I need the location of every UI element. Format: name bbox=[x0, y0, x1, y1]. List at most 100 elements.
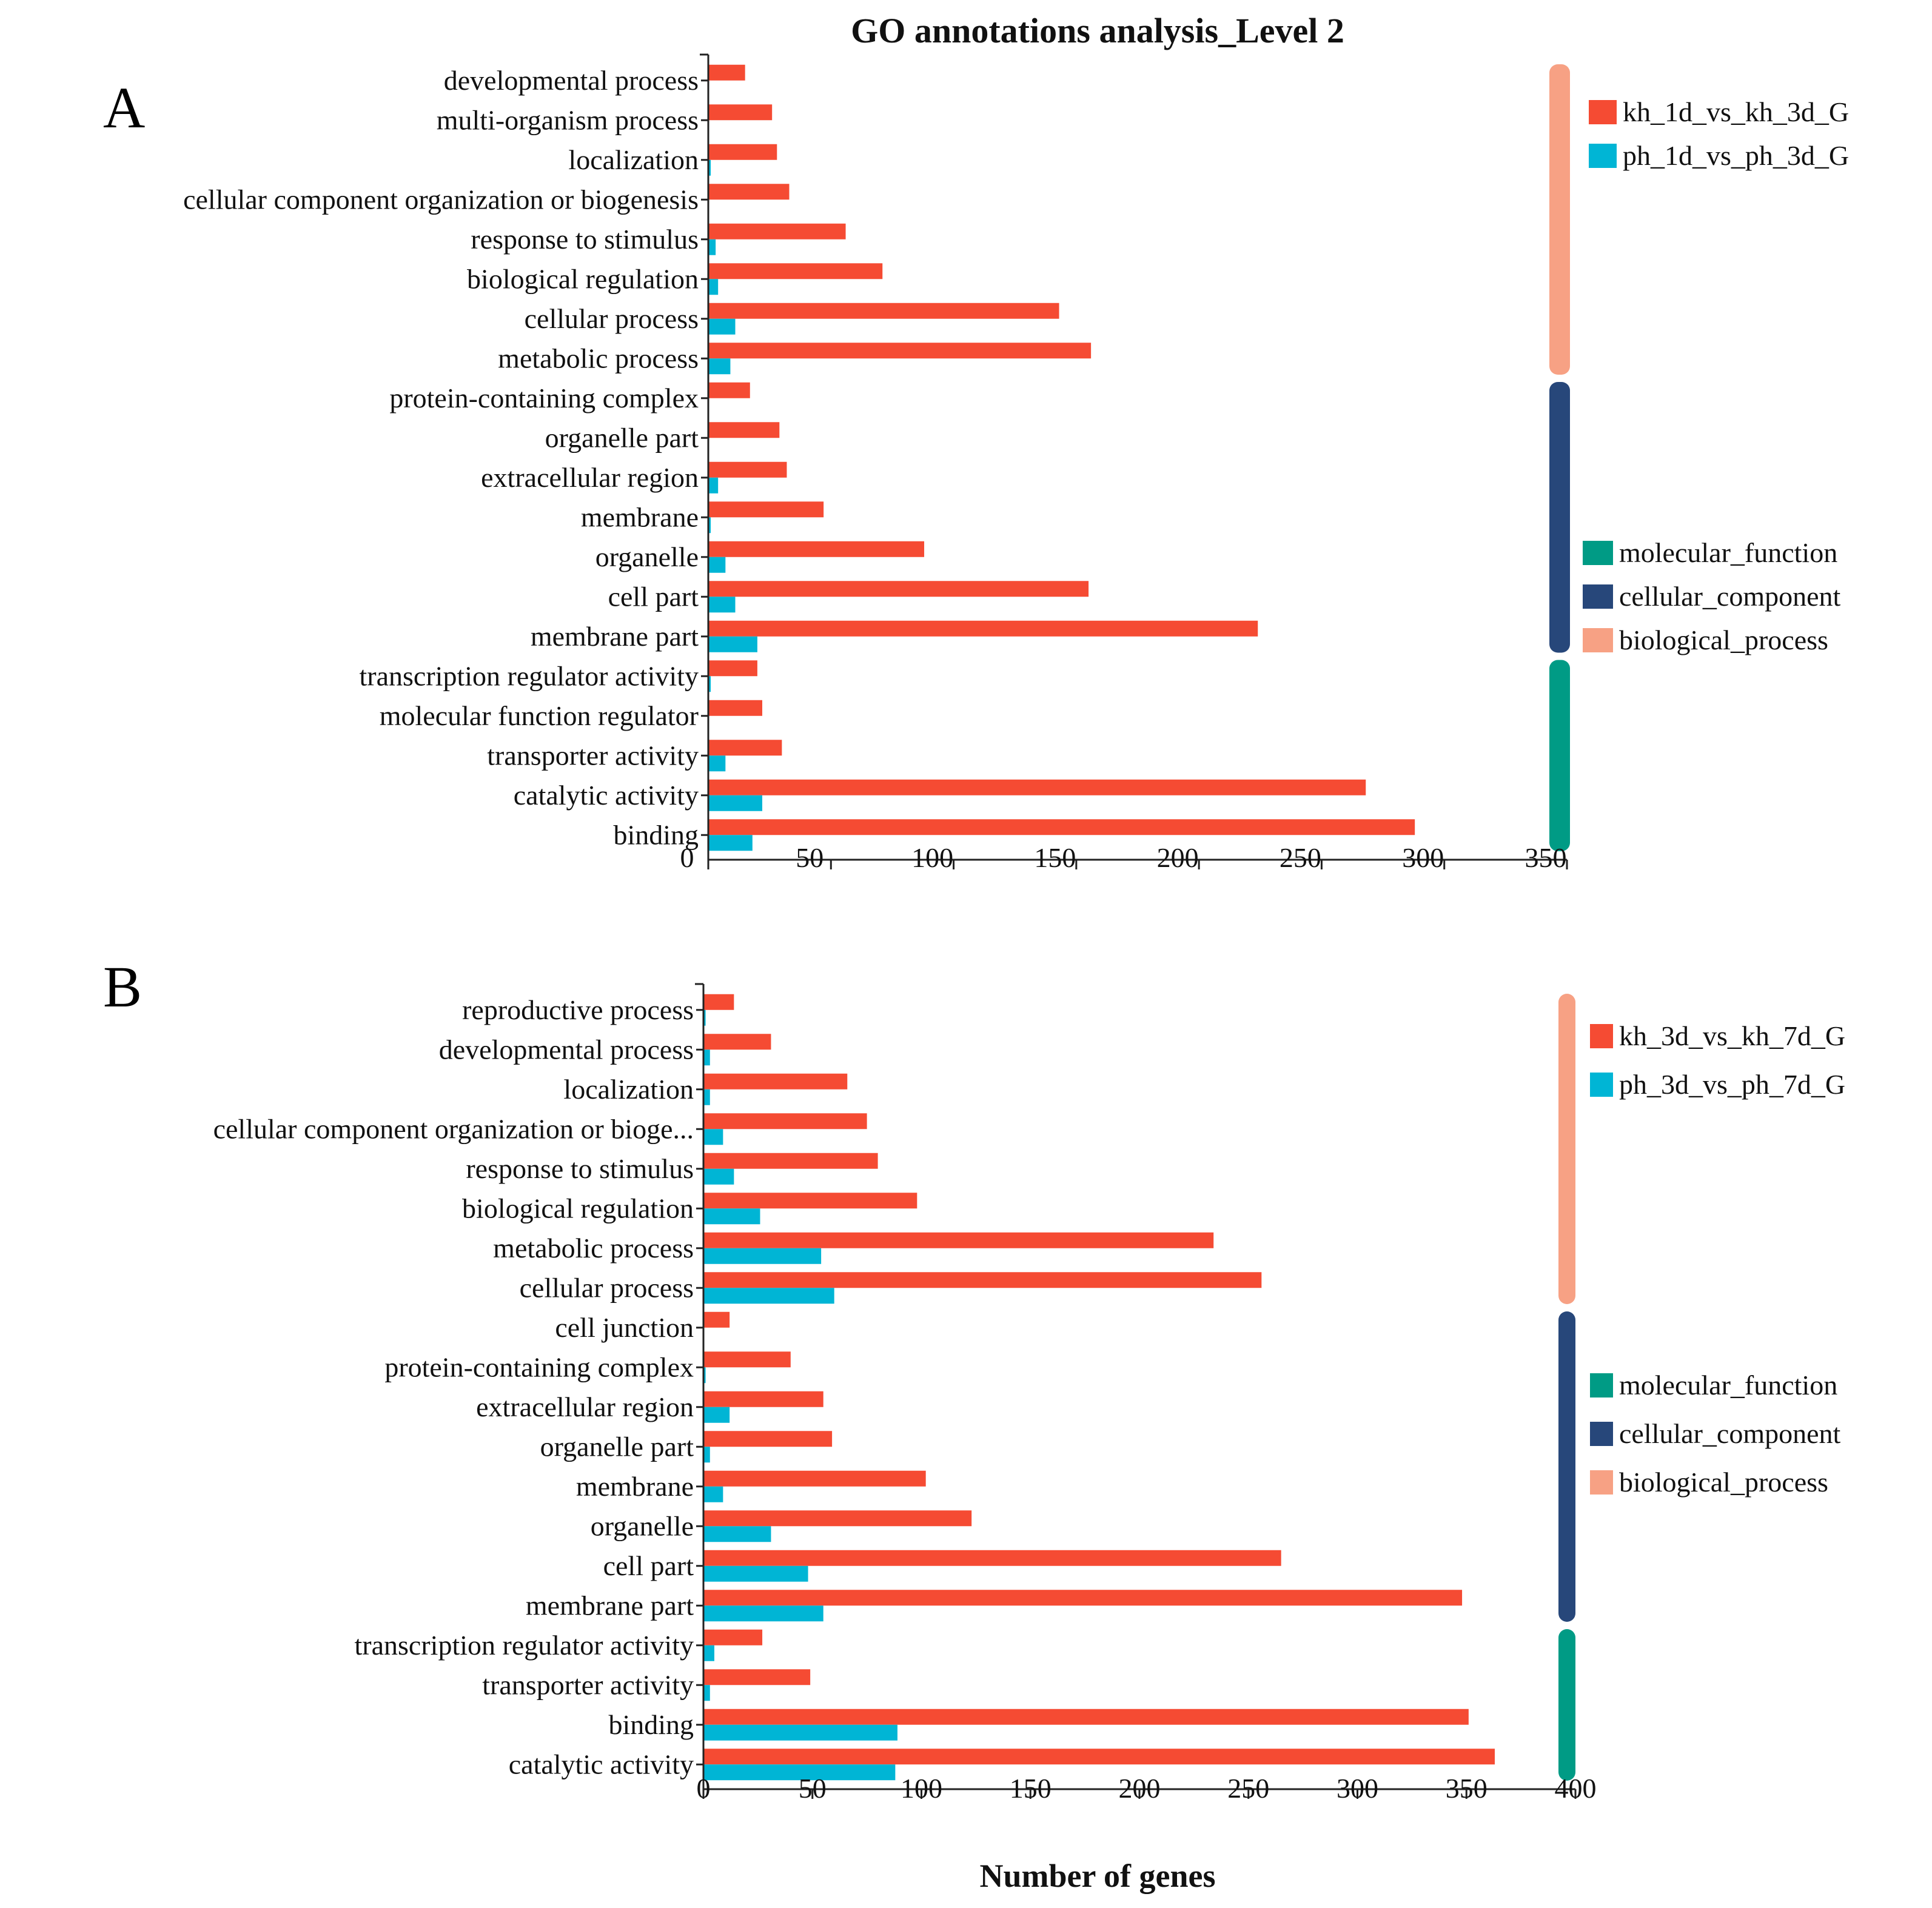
bar-kh-1d-vs-kh-3d-g-membrane bbox=[708, 501, 824, 518]
bar-ph-3d-vs-ph-7d-g-protein-containing-complex bbox=[703, 1367, 706, 1384]
bar-kh-1d-vs-kh-3d-g-response-to-stimulus bbox=[708, 223, 846, 239]
bar-kh-1d-vs-kh-3d-g-metabolic-process bbox=[708, 343, 1092, 359]
legend-label-biological-process: biological_process bbox=[1619, 624, 1828, 655]
category-label-cellular-component-organization-or-bioge: cellular component organization or bioge… bbox=[213, 1113, 694, 1144]
bar-ph-1d-vs-ph-3d-g-biological-regulation bbox=[708, 279, 719, 295]
category-label-organelle-part: organelle part bbox=[545, 422, 699, 453]
x-tick-label-400: 400 bbox=[1555, 1773, 1597, 1804]
bar-kh-1d-vs-kh-3d-g-membrane-part bbox=[708, 620, 1258, 637]
bar-kh-3d-vs-kh-7d-g-transcription-regulator-activity bbox=[703, 1629, 763, 1645]
bar-ph-3d-vs-ph-7d-g-cellular-component-organization-or-bioge bbox=[703, 1129, 723, 1145]
category-bar-cellular-component bbox=[1549, 382, 1570, 653]
bar-ph-1d-vs-ph-3d-g-extracellular-region bbox=[708, 477, 719, 494]
category-label-catalytic-activity: catalytic activity bbox=[509, 1749, 694, 1779]
bar-kh-3d-vs-kh-7d-g-binding bbox=[703, 1709, 1469, 1725]
bar-ph-3d-vs-ph-7d-g-localization bbox=[703, 1089, 710, 1105]
bar-kh-1d-vs-kh-3d-g-localization bbox=[708, 144, 777, 160]
bar-kh-1d-vs-kh-3d-g-catalytic-activity bbox=[708, 779, 1366, 795]
bar-kh-3d-vs-kh-7d-g-extracellular-region bbox=[703, 1391, 823, 1407]
x-tick-label-100: 100 bbox=[911, 842, 953, 873]
x-tick-label-300: 300 bbox=[1337, 1773, 1378, 1804]
bar-ph-3d-vs-ph-7d-g-response-to-stimulus bbox=[703, 1168, 734, 1185]
bar-ph-1d-vs-ph-3d-g-transporter-activity bbox=[708, 755, 726, 772]
category-label-metabolic-process: metabolic process bbox=[493, 1233, 694, 1264]
x-tick-label-0: 0 bbox=[680, 842, 694, 873]
legend-label-cellular-component: cellular_component bbox=[1619, 1418, 1841, 1449]
bar-kh-3d-vs-kh-7d-g-membrane-part bbox=[703, 1590, 1463, 1606]
bar-kh-3d-vs-kh-7d-g-localization bbox=[703, 1073, 848, 1090]
bar-ph-3d-vs-ph-7d-g-metabolic-process bbox=[703, 1248, 822, 1264]
bar-ph-3d-vs-ph-7d-g-extracellular-region bbox=[703, 1407, 730, 1423]
category-label-transcription-regulator-activity: transcription regulator activity bbox=[355, 1630, 694, 1661]
x-tick-label-200: 200 bbox=[1119, 1773, 1161, 1804]
bar-kh-3d-vs-kh-7d-g-transporter-activity bbox=[703, 1669, 811, 1685]
category-label-transporter-activity: transporter activity bbox=[487, 740, 699, 771]
bar-kh-3d-vs-kh-7d-g-cell-junction bbox=[703, 1311, 730, 1328]
bar-ph-3d-vs-ph-7d-g-transporter-activity bbox=[703, 1685, 710, 1701]
bar-kh-1d-vs-kh-3d-g-cellular-component-organization-or-biogenesis bbox=[708, 184, 790, 200]
category-label-metabolic-process: metabolic process bbox=[498, 343, 699, 373]
x-tick-label-50: 50 bbox=[799, 1773, 827, 1804]
x-tick-label-150: 150 bbox=[1010, 1773, 1052, 1804]
bar-ph-1d-vs-ph-3d-g-cell-part bbox=[708, 597, 736, 613]
bar-ph-3d-vs-ph-7d-g-catalytic-activity bbox=[703, 1764, 896, 1781]
bar-kh-1d-vs-kh-3d-g-organelle bbox=[708, 541, 925, 557]
bar-kh-1d-vs-kh-3d-g-cell-part bbox=[708, 581, 1089, 597]
bar-kh-1d-vs-kh-3d-g-extracellular-region bbox=[708, 461, 787, 478]
bar-ph-3d-vs-ph-7d-g-membrane bbox=[703, 1486, 723, 1502]
bar-ph-3d-vs-ph-7d-g-cellular-process bbox=[703, 1288, 834, 1304]
x-tick-label-350: 350 bbox=[1446, 1773, 1488, 1804]
category-label-developmental-process: developmental process bbox=[439, 1034, 694, 1065]
bar-kh-1d-vs-kh-3d-g-transcription-regulator-activity bbox=[708, 660, 757, 677]
legend-swatch-ph-1d-vs-ph-3d-g bbox=[1589, 144, 1617, 168]
category-label-organelle-part: organelle part bbox=[540, 1431, 694, 1462]
legend-swatch-kh-1d-vs-kh-3d-g bbox=[1589, 100, 1617, 124]
category-label-extracellular-region: extracellular region bbox=[481, 462, 699, 493]
category-bar-biological-process bbox=[1549, 64, 1570, 375]
bar-kh-1d-vs-kh-3d-g-binding bbox=[708, 819, 1415, 835]
bar-ph-1d-vs-ph-3d-g-metabolic-process bbox=[708, 358, 731, 375]
category-label-cell-junction: cell junction bbox=[555, 1312, 694, 1343]
bar-ph-1d-vs-ph-3d-g-membrane-part bbox=[708, 636, 757, 652]
bar-ph-3d-vs-ph-7d-g-transcription-regulator-activity bbox=[703, 1645, 714, 1661]
x-tick-label-250: 250 bbox=[1280, 842, 1321, 873]
category-label-organelle: organelle bbox=[591, 1510, 694, 1541]
category-label-transcription-regulator-activity: transcription regulator activity bbox=[360, 660, 699, 691]
bar-kh-1d-vs-kh-3d-g-developmental-process bbox=[708, 64, 745, 81]
bar-kh-3d-vs-kh-7d-g-response-to-stimulus bbox=[703, 1153, 878, 1169]
category-label-protein-containing-complex: protein-containing complex bbox=[384, 1351, 694, 1382]
bar-kh-3d-vs-kh-7d-g-catalytic-activity bbox=[703, 1749, 1495, 1765]
category-bar-cellular-component bbox=[1558, 1311, 1575, 1622]
legend-label-kh-1d-vs-kh-3d-g: kh_1d_vs_kh_3d_G bbox=[1623, 96, 1849, 127]
bar-kh-3d-vs-kh-7d-g-metabolic-process bbox=[703, 1232, 1214, 1248]
bar-ph-1d-vs-ph-3d-g-cellular-process bbox=[708, 318, 736, 335]
category-label-extracellular-region: extracellular region bbox=[476, 1391, 694, 1422]
x-tick-label-350: 350 bbox=[1525, 842, 1567, 873]
legend-label-biological-process: biological_process bbox=[1619, 1467, 1828, 1498]
category-label-response-to-stimulus: response to stimulus bbox=[471, 224, 699, 255]
legend-swatch-biological-process bbox=[1590, 1470, 1613, 1495]
legend-swatch-cellular-component bbox=[1590, 1422, 1613, 1446]
legend-swatch-ph-3d-vs-ph-7d-g bbox=[1590, 1073, 1613, 1097]
category-label-protein-containing-complex: protein-containing complex bbox=[389, 383, 699, 413]
category-label-multi-organism-process: multi-organism process bbox=[437, 104, 699, 135]
bar-ph-3d-vs-ph-7d-g-membrane-part bbox=[703, 1605, 823, 1622]
bar-kh-1d-vs-kh-3d-g-biological-regulation bbox=[708, 263, 883, 280]
legend-swatch-molecular-function bbox=[1590, 1373, 1613, 1398]
x-tick-label-100: 100 bbox=[901, 1773, 942, 1804]
category-label-molecular-function-regulator: molecular function regulator bbox=[380, 700, 699, 731]
legend-label-molecular-function: molecular_function bbox=[1619, 1370, 1837, 1401]
bar-ph-3d-vs-ph-7d-g-reproductive-process bbox=[703, 1009, 706, 1026]
legend-label-ph-3d-vs-ph-7d-g: ph_3d_vs_ph_7d_G bbox=[1619, 1069, 1845, 1100]
category-label-cellular-process: cellular process bbox=[520, 1272, 694, 1303]
category-label-binding: binding bbox=[608, 1709, 694, 1740]
bar-ph-3d-vs-ph-7d-g-organelle bbox=[703, 1526, 771, 1542]
category-label-membrane: membrane bbox=[581, 501, 699, 532]
category-label-membrane: membrane bbox=[576, 1471, 694, 1502]
category-label-cellular-component-organization-or-biogenesis: cellular component organization or bioge… bbox=[183, 184, 699, 215]
bar-kh-3d-vs-kh-7d-g-membrane bbox=[703, 1470, 926, 1487]
bar-kh-1d-vs-kh-3d-g-multi-organism-process bbox=[708, 104, 773, 121]
bar-ph-3d-vs-ph-7d-g-developmental-process bbox=[703, 1049, 710, 1066]
